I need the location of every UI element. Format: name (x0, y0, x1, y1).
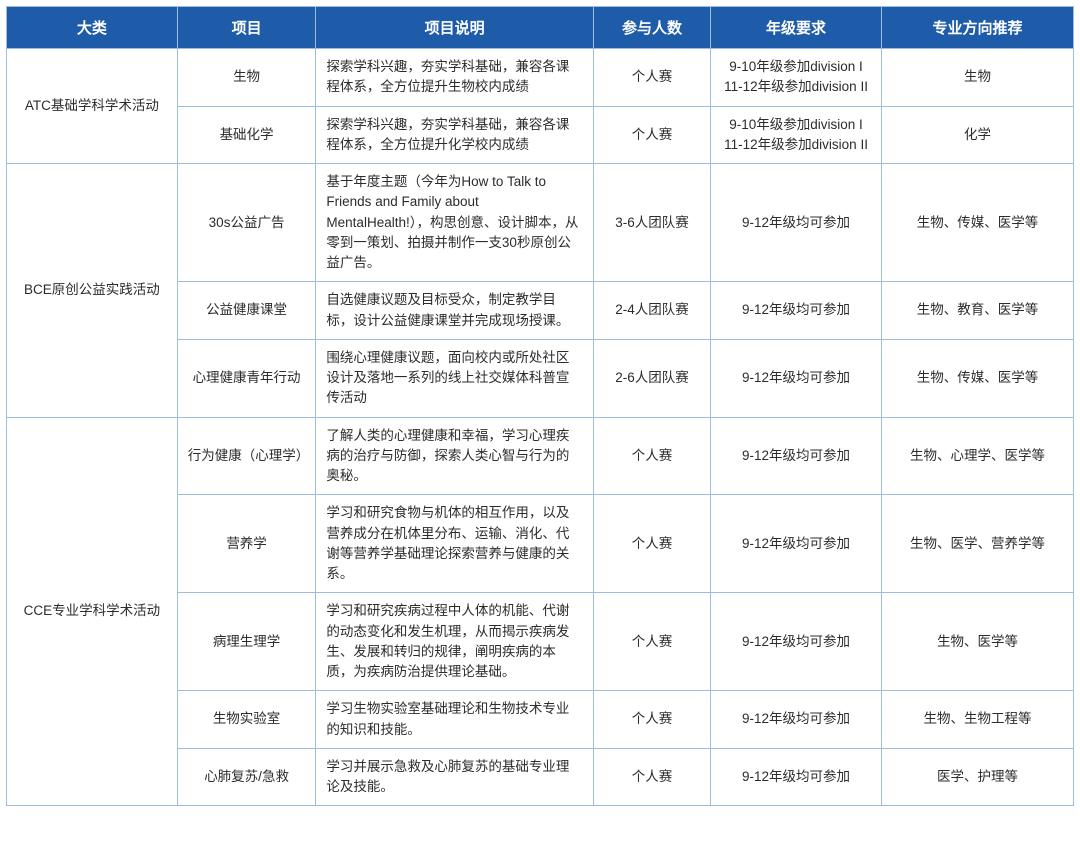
cell-project: 心理健康青年行动 (177, 339, 316, 417)
cell-major: 生物、传媒、医学等 (881, 164, 1073, 282)
cell-major: 生物、心理学、医学等 (881, 417, 1073, 495)
cell-grade: 9-12年级均可参加 (711, 164, 882, 282)
cell-description: 自选健康议题及目标受众，制定教学目标，设计公益健康课堂并完成现场授课。 (316, 282, 593, 340)
cell-participants: 3-6人团队赛 (593, 164, 710, 282)
cell-project: 生物实验室 (177, 691, 316, 749)
cell-project: 公益健康课堂 (177, 282, 316, 340)
header-major: 专业方向推荐 (881, 7, 1073, 49)
table-header-row: 大类 项目 项目说明 参与人数 年级要求 专业方向推荐 (7, 7, 1074, 49)
cell-major: 生物、教育、医学等 (881, 282, 1073, 340)
cell-participants: 2-4人团队赛 (593, 282, 710, 340)
activities-table: 大类 项目 项目说明 参与人数 年级要求 专业方向推荐 ATC基础学科学术活动生… (6, 6, 1074, 806)
cell-major: 医学、护理等 (881, 748, 1073, 806)
cell-project: 营养学 (177, 495, 316, 593)
cell-description: 学习生物实验室基础理论和生物技术专业的知识和技能。 (316, 691, 593, 749)
cell-description: 探索学科兴趣，夯实学科基础，兼容各课程体系，全方位提升化学校内成绩 (316, 106, 593, 164)
cell-major: 生物、医学等 (881, 593, 1073, 691)
cell-category: BCE原创公益实践活动 (7, 164, 178, 418)
cell-grade: 9-12年级均可参加 (711, 495, 882, 593)
cell-participants: 个人赛 (593, 593, 710, 691)
cell-project: 行为健康（心理学） (177, 417, 316, 495)
cell-project: 心肺复苏/急救 (177, 748, 316, 806)
header-project: 项目 (177, 7, 316, 49)
cell-description: 探索学科兴趣，夯实学科基础，兼容各课程体系，全方位提升生物校内成绩 (316, 49, 593, 107)
cell-description: 了解人类的心理健康和幸福，学习心理疾病的治疗与防御，探索人类心智与行为的奥秘。 (316, 417, 593, 495)
cell-participants: 个人赛 (593, 417, 710, 495)
cell-grade: 9-12年级均可参加 (711, 339, 882, 417)
cell-participants: 个人赛 (593, 49, 710, 107)
cell-project: 生物 (177, 49, 316, 107)
cell-major: 生物 (881, 49, 1073, 107)
cell-project: 基础化学 (177, 106, 316, 164)
cell-project: 病理生理学 (177, 593, 316, 691)
cell-participants: 2-6人团队赛 (593, 339, 710, 417)
cell-participants: 个人赛 (593, 106, 710, 164)
cell-participants: 个人赛 (593, 495, 710, 593)
cell-category: ATC基础学科学术活动 (7, 49, 178, 164)
cell-grade: 9-12年级均可参加 (711, 282, 882, 340)
header-category: 大类 (7, 7, 178, 49)
cell-major: 化学 (881, 106, 1073, 164)
cell-participants: 个人赛 (593, 748, 710, 806)
table-row: BCE原创公益实践活动30s公益广告基于年度主题（今年为How to Talk … (7, 164, 1074, 282)
cell-description: 学习并展示急救及心肺复苏的基础专业理论及技能。 (316, 748, 593, 806)
cell-participants: 个人赛 (593, 691, 710, 749)
header-grade: 年级要求 (711, 7, 882, 49)
cell-grade: 9-10年级参加division I11-12年级参加division II (711, 49, 882, 107)
cell-major: 生物、医学、营养学等 (881, 495, 1073, 593)
cell-major: 生物、传媒、医学等 (881, 339, 1073, 417)
cell-grade: 9-12年级均可参加 (711, 417, 882, 495)
header-description: 项目说明 (316, 7, 593, 49)
cell-description: 学习和研究食物与机体的相互作用，以及营养成分在机体里分布、运输、消化、代谢等营养… (316, 495, 593, 593)
cell-description: 学习和研究疾病过程中人体的机能、代谢的动态变化和发生机理，从而揭示疾病发生、发展… (316, 593, 593, 691)
cell-project: 30s公益广告 (177, 164, 316, 282)
header-participants: 参与人数 (593, 7, 710, 49)
cell-category: CCE专业学科学术活动 (7, 417, 178, 806)
cell-major: 生物、生物工程等 (881, 691, 1073, 749)
cell-grade: 9-12年级均可参加 (711, 748, 882, 806)
table-row: CCE专业学科学术活动行为健康（心理学）了解人类的心理健康和幸福，学习心理疾病的… (7, 417, 1074, 495)
table-row: ATC基础学科学术活动生物探索学科兴趣，夯实学科基础，兼容各课程体系，全方位提升… (7, 49, 1074, 107)
cell-grade: 9-12年级均可参加 (711, 691, 882, 749)
cell-description: 围绕心理健康议题，面向校内或所处社区设计及落地一系列的线上社交媒体科普宣传活动 (316, 339, 593, 417)
cell-grade: 9-10年级参加division I11-12年级参加division II (711, 106, 882, 164)
cell-description: 基于年度主题（今年为How to Talk to Friends and Fam… (316, 164, 593, 282)
cell-grade: 9-12年级均可参加 (711, 593, 882, 691)
